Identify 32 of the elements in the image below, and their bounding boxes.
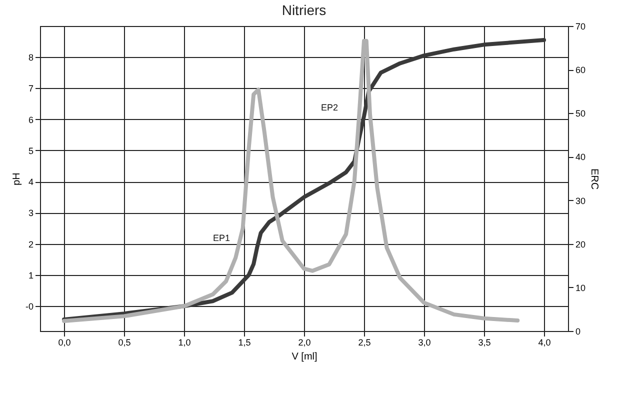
- x-tick-label: 2,5: [358, 338, 371, 348]
- x-tick-label: 1,5: [238, 338, 251, 348]
- x-tick-label: 2,0: [298, 338, 311, 348]
- y-tick-label: 6: [28, 114, 34, 125]
- x-tick-label: 1,0: [178, 338, 191, 348]
- x-tick-label: 3,5: [478, 338, 491, 348]
- x-tick-label: 3,0: [418, 338, 431, 348]
- x-tick-label: 0,5: [118, 338, 131, 348]
- y2-tick-label: 0: [576, 326, 581, 336]
- y-tick-label: 3: [28, 208, 34, 218]
- chart-title: Nitriers: [282, 2, 326, 18]
- y-tick-label: 7: [28, 84, 34, 94]
- y2-tick-label: 60: [576, 65, 586, 76]
- y2-tick-label: 40: [576, 152, 586, 162]
- y2-tick-label: 10: [576, 282, 586, 293]
- x-tick-label: 0,0: [58, 338, 71, 348]
- y-tick-label: 5: [28, 146, 34, 156]
- y2-tick-label: 50: [576, 108, 586, 119]
- annotation: EP2: [320, 102, 338, 112]
- y-tick-label: 1: [28, 270, 34, 280]
- x-tick-label: 4,0: [538, 338, 551, 348]
- y-tick-label: 4: [28, 177, 34, 188]
- y-tick-label: -0: [25, 302, 34, 312]
- y2-tick-label: 30: [576, 196, 586, 206]
- x-axis-title: V [ml]: [292, 352, 318, 362]
- annotation: EP1: [212, 232, 230, 243]
- y2-tick-label: 20: [576, 239, 586, 250]
- y-tick-label: 8: [28, 52, 34, 63]
- y2-axis-title: ERC: [588, 168, 600, 190]
- y-tick-label: 2: [28, 239, 34, 250]
- y2-tick-label: 70: [576, 22, 586, 32]
- y-axis-title: pH: [12, 172, 22, 186]
